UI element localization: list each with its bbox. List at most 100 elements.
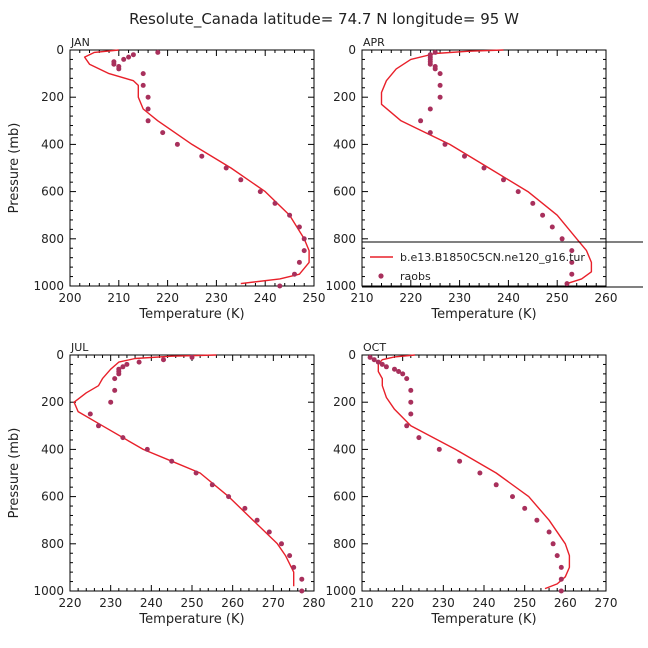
raobs-point [272,200,278,206]
raobs-point [189,354,195,360]
x-tick-label: 250 [513,596,536,610]
raobs-point [396,369,402,374]
raobs-point [174,141,180,147]
raobs-point [145,118,151,124]
raobs-point [301,236,307,242]
x-tick-label: 240 [140,596,163,610]
raobs-point [254,517,260,523]
raobs-point [558,588,564,594]
raobs-point [493,482,499,488]
y-tick-label: 400 [41,137,64,151]
y-tick-label: 0 [348,348,356,362]
figure-title: Resolute_Canada latitude= 74.7 N longitu… [129,10,519,29]
y-tick-label: 600 [333,185,356,199]
raobs-point [96,423,101,429]
x-tick-label: 260 [554,596,577,610]
raobs-point [161,357,166,363]
x-tick-label: 270 [595,596,618,610]
model-profile-line [73,354,295,587]
raobs-point [569,259,575,265]
y-tick-label: 1000 [325,279,356,293]
model-profile-line [377,354,571,590]
raobs-point [437,82,443,88]
raobs-point [457,458,463,464]
panel-label: JUL [70,341,89,354]
raobs-point [408,387,414,393]
legend-obs-label: raobs [400,270,431,283]
panel-label: OCT [363,341,386,354]
legend-model-label: b.e13.B1850C5CN.ne120_g16.tur [400,251,585,264]
y-tick-label: 200 [333,90,356,104]
raobs-point [287,553,293,559]
raobs-point [277,283,283,289]
y-tick-label: 1000 [33,584,64,598]
raobs-point [292,271,297,277]
raobs-point [120,435,126,441]
y-tick-label: 400 [333,137,356,151]
raobs-point [546,529,552,535]
panel-oct: 210 220 230 240 250 260 270 0 200 400 600 800 1000 OC… [325,341,617,627]
raobs-point [408,399,414,405]
raobs-point [558,564,564,570]
y-tick-label: 1000 [33,279,64,293]
y-tick-label: 0 [56,43,64,57]
raobs-point [392,366,397,372]
x-tick-label: 230 [432,596,455,610]
raobs-point [515,189,521,195]
x-tick-label: 250 [546,291,569,305]
x-tick-label: 220 [59,596,82,610]
raobs-point [108,399,114,405]
x-tick-label: 280 [303,596,326,610]
raobs-point [418,118,424,124]
raobs-point [534,517,540,523]
x-tick-label: 230 [99,596,122,610]
y-tick-label: 1000 [325,584,356,598]
raobs-point [112,376,118,382]
raobs-point [371,357,377,363]
model-profile-line [83,49,310,285]
raobs-point [223,165,229,171]
y-tick-label: 600 [41,185,64,199]
raobs-point [432,66,438,72]
y-axis-label: Pressure (mb) [7,123,22,214]
panel-label: JAN [70,36,90,49]
y-tick-label: 800 [41,537,64,551]
x-axis-label: Temperature (K) [138,307,244,322]
raobs-point [554,553,560,559]
raobs-point [296,259,302,265]
raobs-point [549,224,555,230]
raobs-point [501,177,506,183]
raobs-point [522,505,528,511]
raobs-point [120,364,126,370]
y-tick-label: 400 [41,442,64,456]
y-tick-label: 600 [333,490,356,504]
x-tick-label: 220 [391,596,414,610]
raobs-point [367,354,373,360]
raobs-point [160,130,166,136]
raobs-point [116,371,122,377]
y-tick-label: 400 [333,442,356,456]
x-tick-label: 230 [448,291,471,305]
legend-obs-swatch [378,273,384,279]
raobs-point [564,281,570,287]
y-tick-label: 0 [56,348,64,362]
raobs-point [559,236,565,242]
x-tick-label: 250 [181,596,204,610]
raobs-point [299,588,305,594]
x-tick-label: 210 [351,291,374,305]
x-axis-label: Temperature (K) [430,612,536,627]
raobs-point [301,248,307,254]
raobs-point [126,54,132,60]
plot-frame [69,49,315,287]
raobs-point [124,361,130,367]
raobs-point [144,446,150,452]
panel-jul: 220 230 240 250 260 270 280 0 200 400 600 800 1000 JU… [7,341,325,627]
raobs-point [404,376,410,382]
raobs-point [130,52,136,58]
raobs-point [279,541,284,547]
x-tick-label: 250 [303,291,326,305]
raobs-point [140,71,146,77]
raobs-point [193,470,199,476]
raobs-point [462,153,467,159]
x-tick-label: 260 [595,291,618,305]
